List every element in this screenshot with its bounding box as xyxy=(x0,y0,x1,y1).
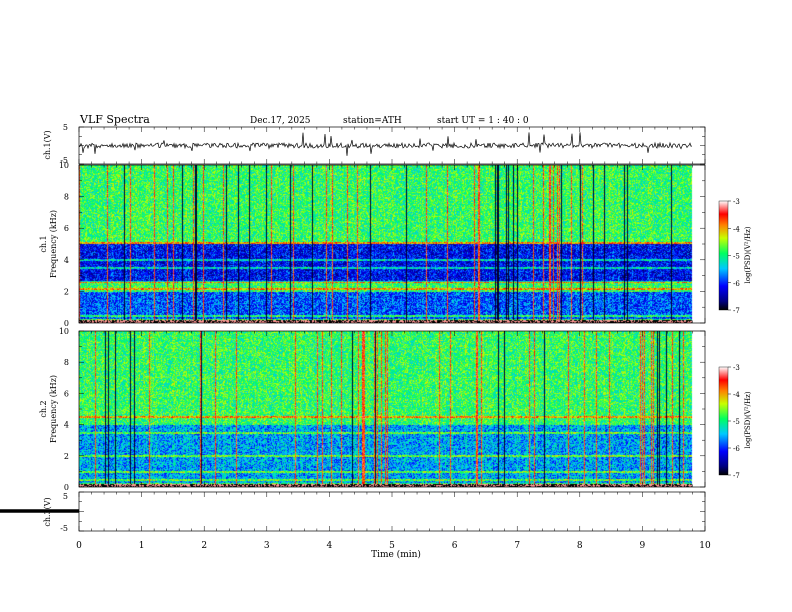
x-axis-tick-label: 2 xyxy=(201,541,207,551)
ch3-ytick-top: 5 xyxy=(63,492,68,501)
station-label: station=ATH xyxy=(343,116,402,126)
ch1-colorbar-tick-label: -7 xyxy=(733,307,740,315)
x-axis-tick-label: 10 xyxy=(699,541,711,551)
ch1-colorbar-tick-label: -3 xyxy=(733,198,740,206)
figure-title: VLF Spectra xyxy=(79,113,150,126)
ch2-freq-tick-label: 10 xyxy=(59,327,69,336)
ch2-colorbar-tick-label: -5 xyxy=(733,418,740,426)
ch3-waveform-panel: 5 -5 ch.3(V) xyxy=(0,491,706,533)
x-axis-tick-label: 3 xyxy=(264,541,270,551)
ch1-waveform-ylabel: ch.1(V) xyxy=(43,130,52,159)
ch1-freq-tick-label: 10 xyxy=(59,161,69,170)
x-axis-tick-label: 0 xyxy=(76,541,82,551)
ch3-waveform-ticks xyxy=(78,491,706,532)
x-axis-tick-label: 1 xyxy=(139,541,145,551)
ch1-freq-tick-label: 2 xyxy=(64,287,69,296)
ch2-colorbar-tick-label: -7 xyxy=(733,472,740,480)
ch2-spectrogram-ticks xyxy=(78,330,706,488)
ch2-freq-tick-label: 4 xyxy=(64,421,69,430)
ch1-spectrogram-ticks xyxy=(78,164,706,324)
x-axis-tick-label: 8 xyxy=(577,541,583,551)
start-time-label: start UT = 1 : 40 : 0 xyxy=(437,116,529,126)
ch2-freq-tick-label: 8 xyxy=(64,358,69,367)
ch3-waveform-ylabel: ch.3(V) xyxy=(43,497,52,526)
ch1-colorbar-tick-label: -6 xyxy=(733,280,740,288)
ch3-waveform-frame xyxy=(78,491,706,532)
x-axis-tick-label: 6 xyxy=(452,541,458,551)
x-axis-label: Time (min) xyxy=(371,549,421,560)
ch1-ytick-bottom: -5 xyxy=(60,156,68,165)
ch1-freq-tick-label: 0 xyxy=(64,319,69,328)
ch2-freq-tick-label: 0 xyxy=(64,483,69,492)
date-label: Dec.17, 2025 xyxy=(250,116,311,126)
ch2-spectrogram-ylabel-2: Frequency (kHz) xyxy=(49,375,58,443)
ch2-spectrogram-image xyxy=(79,331,705,487)
x-axis-tick-label: 4 xyxy=(327,541,333,551)
ch1-spectrogram-ylabel-1: ch.1 xyxy=(39,235,48,252)
ch2-spectrogram-ylabel-1: ch.2 xyxy=(39,400,48,417)
ch1-ytick-top: 5 xyxy=(63,123,68,132)
ch2-freq-tick-label: 2 xyxy=(64,452,69,461)
x-axis-tick-labels: 0 1 2 3 4 5 6 7 8 9 10 xyxy=(76,541,711,551)
ch1-waveform-line xyxy=(78,132,693,156)
x-axis-tick-label: 9 xyxy=(640,541,646,551)
ch2-colorbar-ticks: -3 -4 -5 -6 -7 xyxy=(728,364,740,480)
ch1-frequency-tick-labels: 0 2 4 6 8 10 xyxy=(59,161,69,328)
ch1-waveform-panel: 5 -5 ch.1(V) xyxy=(43,123,706,165)
ch1-spectrogram-image xyxy=(79,165,705,323)
ch1-colorbar-ticks: -3 -4 -5 -6 -7 xyxy=(728,198,740,315)
ch2-freq-tick-label: 6 xyxy=(64,389,69,398)
ch1-freq-tick-label: 6 xyxy=(64,224,69,233)
x-axis-tick-label: 7 xyxy=(514,541,520,551)
ch1-colorbar-label: log(PSD)(V²/Hz) xyxy=(744,226,752,283)
ch1-spectrogram-ylabel-2: Frequency (kHz) xyxy=(49,210,58,278)
ch2-frequency-tick-labels: 0 2 4 6 8 10 xyxy=(59,327,69,492)
ch1-freq-tick-label: 8 xyxy=(64,193,69,202)
ch1-colorbar-tick-label: -5 xyxy=(733,253,740,261)
ch2-colorbar-tick-label: -4 xyxy=(733,391,740,399)
ch2-colorbar-tick-label: -3 xyxy=(733,364,740,372)
ch1-freq-tick-label: 4 xyxy=(64,256,69,265)
x-axis-tick-label: 5 xyxy=(389,541,395,551)
ch1-waveform-ticks xyxy=(78,126,706,165)
ch2-colorbar-tick-label: -6 xyxy=(733,445,740,453)
ch2-colorbar-label: log(PSD)(V²/Hz) xyxy=(744,391,752,448)
ch2-colorbar xyxy=(718,366,729,476)
ch1-colorbar xyxy=(718,200,729,311)
ch1-colorbar-tick-label: -4 xyxy=(733,225,740,233)
ch3-ytick-bottom: -5 xyxy=(60,524,68,533)
